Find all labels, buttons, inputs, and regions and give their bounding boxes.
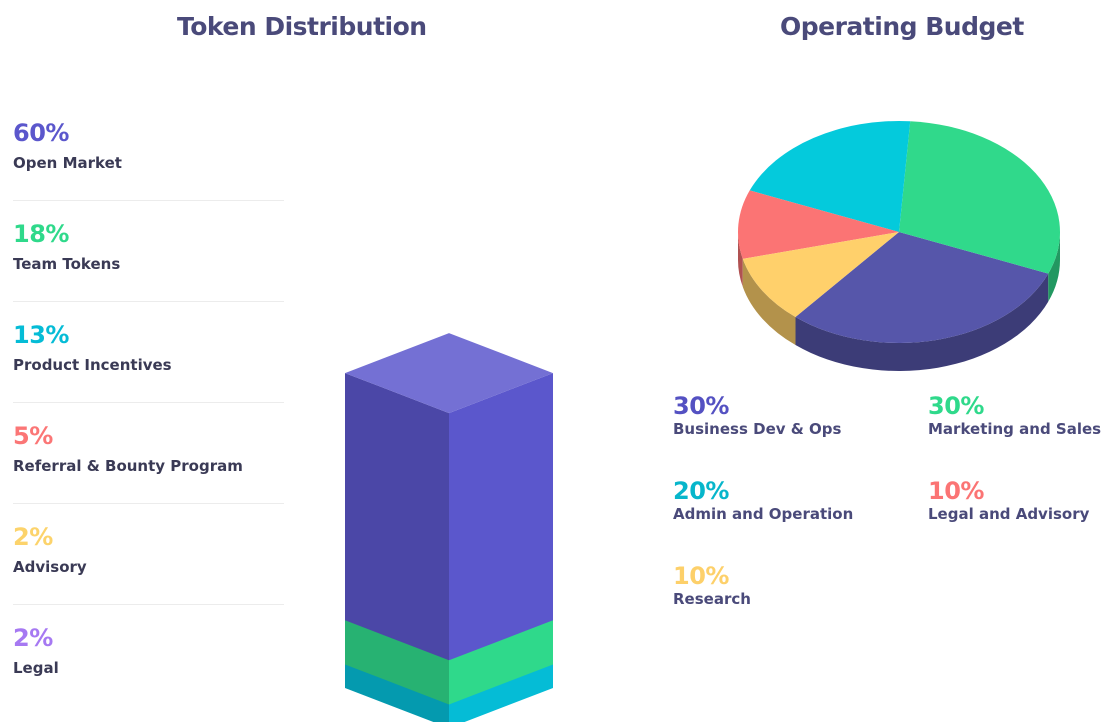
pie-side-wall <box>742 258 796 346</box>
budget-percent-label: 30% <box>928 392 984 420</box>
pie-side-wall <box>795 273 1049 371</box>
token-legend-item: 18% Team Tokens <box>13 211 284 302</box>
budget-legend-item: 30% Marketing and Sales <box>928 393 1113 439</box>
budget-percent-label: 10% <box>928 477 984 505</box>
budget-category-label: Marketing and Sales <box>928 420 1102 438</box>
budget-legend-item: 10% Legal and Advisory <box>928 478 1113 524</box>
token-percent-label: 13% <box>13 321 69 349</box>
budget-legend-item: 30% Business Dev & Ops <box>673 393 863 439</box>
token-percent-label: 5% <box>13 422 53 450</box>
token-percent-label: 60% <box>13 119 69 147</box>
budget-percent-label: 30% <box>673 392 729 420</box>
token-block-top-face <box>345 333 553 414</box>
token-category-label: Product Incentives <box>13 356 172 374</box>
budget-legend-item: 20% Admin and Operation <box>673 478 863 524</box>
token-legend: 60% Open Market 18% Team Tokens 13% Product I… <box>13 110 284 715</box>
token-legend-item: 2% Legal <box>13 615 284 705</box>
pie-side-wall <box>738 232 743 287</box>
token-legend-item: 13% Product Incentives <box>13 312 284 403</box>
budget-pie-chart <box>738 121 1060 371</box>
pie-slice <box>738 190 899 259</box>
budget-percent-label: 20% <box>673 477 729 505</box>
pie-3d-group <box>738 121 1060 371</box>
token-block-left-face <box>345 373 449 661</box>
token-legend-item: 5% Referral & Bounty Program <box>13 413 284 504</box>
token-category-label: Advisory <box>13 558 87 576</box>
token-legend-item: 2% Advisory <box>13 514 284 605</box>
pie-slice <box>899 121 1060 274</box>
budget-category-label: Admin and Operation <box>673 505 854 523</box>
token-block <box>345 333 553 661</box>
token-category-label: Referral & Bounty Program <box>13 457 243 475</box>
pie-slice <box>749 121 911 232</box>
token-category-label: Open Market <box>13 154 122 172</box>
token-percent-label: 2% <box>13 523 53 551</box>
token-percent-label: 18% <box>13 220 69 248</box>
operating-budget-title: Operating Budget <box>780 12 1024 41</box>
pie-side-wall <box>1048 232 1060 302</box>
token-block-right-face <box>449 373 553 661</box>
pie-slice <box>795 232 1049 343</box>
token-category-label: Legal <box>13 659 59 677</box>
token-legend-item: 60% Open Market <box>13 110 284 201</box>
token-category-label: Team Tokens <box>13 255 121 273</box>
pie-slice <box>742 232 899 318</box>
token-distribution-title: Token Distribution <box>177 12 427 41</box>
budget-legend-item: 10% Research <box>673 563 863 609</box>
budget-category-label: Business Dev & Ops <box>673 420 842 438</box>
budget-category-label: Legal and Advisory <box>928 505 1090 523</box>
budget-percent-label: 10% <box>673 562 729 590</box>
token-percent-label: 2% <box>13 624 53 652</box>
token-stack-chart <box>345 333 553 722</box>
budget-category-label: Research <box>673 590 751 608</box>
